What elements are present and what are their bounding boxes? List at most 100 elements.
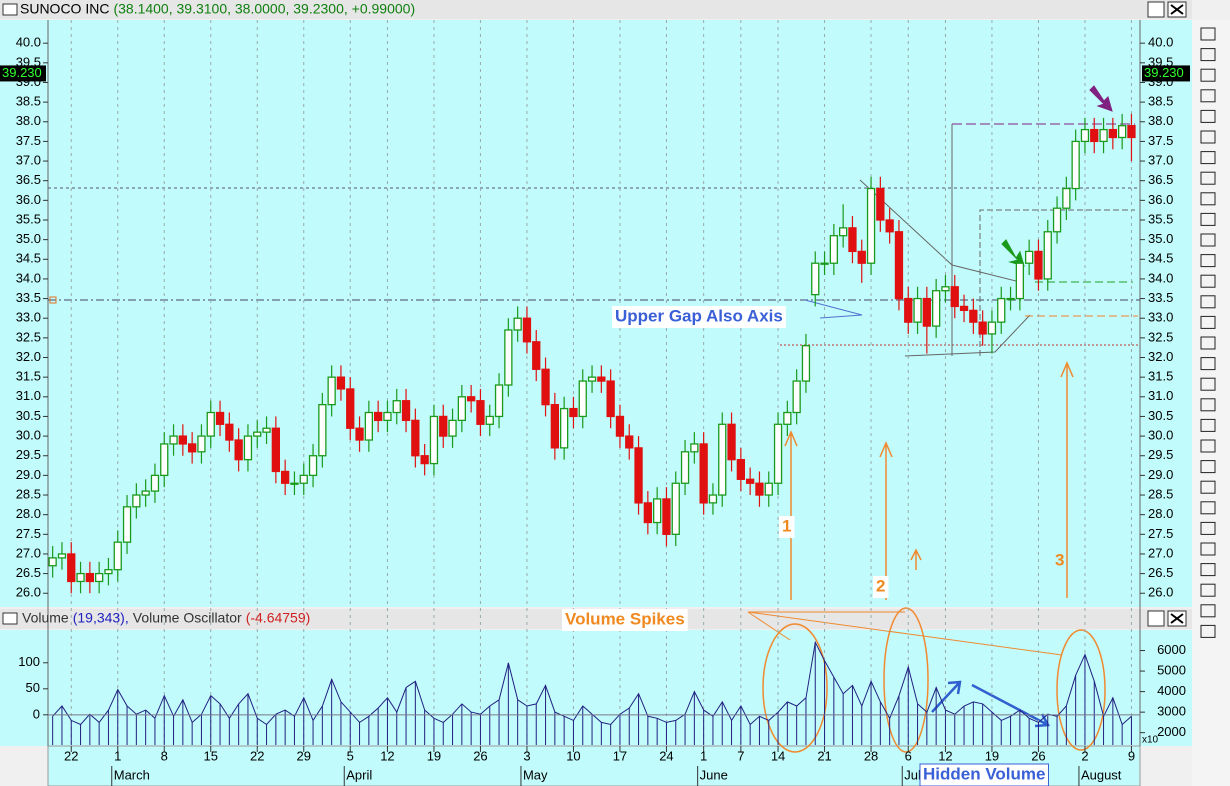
y-tick-label: 36.0 <box>1148 192 1173 207</box>
candle-body <box>1006 297 1015 301</box>
y-tick-label: 26.5 <box>1148 565 1173 580</box>
x-tick-label: 1 <box>700 748 707 763</box>
y-tick-label: 31.5 <box>16 369 41 384</box>
candle-body <box>1043 231 1052 280</box>
y-tick-label: 33.5 <box>1148 290 1173 305</box>
candle-body <box>104 569 113 575</box>
tool-button[interactable] <box>1200 418 1216 432</box>
candle-body <box>290 482 299 485</box>
y-tick-label: 27.0 <box>16 545 41 560</box>
x-tick-label: 8 <box>161 748 168 763</box>
tool-button[interactable] <box>1200 604 1216 618</box>
candle-body <box>848 227 857 253</box>
tool-button[interactable] <box>1200 315 1216 329</box>
y-tick-label: 30.0 <box>1148 428 1173 443</box>
candle-body <box>1090 128 1099 143</box>
y-tick-label: 35.5 <box>16 211 41 226</box>
tool-button[interactable] <box>1200 521 1216 535</box>
tool-button[interactable] <box>1200 212 1216 226</box>
annotation-box <box>779 516 795 538</box>
x-tick-label: 26 <box>473 748 487 763</box>
candle-body <box>420 455 429 465</box>
candle-body <box>876 187 885 221</box>
tool-button[interactable] <box>1200 357 1216 371</box>
candle-body <box>727 423 736 461</box>
candle-body <box>364 411 374 441</box>
candle-body <box>950 286 959 308</box>
candle-body <box>1099 128 1108 143</box>
tool-button[interactable] <box>1200 398 1216 412</box>
y-tick-label: 34.5 <box>1148 251 1173 266</box>
candle-body <box>336 376 346 390</box>
tool-button[interactable] <box>1200 377 1216 391</box>
tool-button[interactable] <box>1200 109 1216 123</box>
tool-button[interactable] <box>1200 624 1216 638</box>
tool-button[interactable] <box>1200 480 1216 494</box>
candle-body <box>299 474 308 484</box>
tool-button[interactable] <box>1200 583 1216 597</box>
candle-body <box>346 388 355 429</box>
y-tick-label: 28.5 <box>16 486 41 501</box>
x-tick-label: 1 <box>114 748 121 763</box>
tool-button[interactable] <box>1200 151 1216 165</box>
tool-button[interactable] <box>1200 171 1216 185</box>
tool-button[interactable] <box>1200 27 1216 41</box>
candle-body <box>1015 262 1024 300</box>
tool-button[interactable] <box>1200 336 1216 350</box>
x-tick-label: 19 <box>427 748 441 763</box>
x-tick-label: 28 <box>864 748 878 763</box>
candle-body <box>318 404 327 457</box>
trend-line <box>904 314 1031 357</box>
tool-button[interactable] <box>1200 563 1216 577</box>
maximize-button[interactable] <box>1147 1 1165 18</box>
x-tick-label: 22 <box>64 748 78 763</box>
tool-button[interactable] <box>1200 130 1216 144</box>
candle-body <box>755 482 764 496</box>
arrow <box>1060 361 1074 598</box>
maximize-button[interactable] <box>1147 610 1165 627</box>
legend-entry: (19,343), <box>73 610 129 626</box>
y-tick-label: 35.5 <box>1148 211 1173 226</box>
month-label: May <box>523 767 548 782</box>
candle-body <box>885 219 894 233</box>
tool-button[interactable] <box>1200 501 1216 515</box>
y-tick-label: 27.0 <box>1148 545 1173 560</box>
candle-body <box>448 419 457 437</box>
y-tick-label: 37.5 <box>1148 133 1173 148</box>
candle-body <box>746 478 755 484</box>
candle-body <box>215 411 225 425</box>
tool-button[interactable] <box>1200 274 1216 288</box>
tool-button[interactable] <box>1200 48 1216 62</box>
candle-body <box>494 384 504 418</box>
tool-button[interactable] <box>1200 254 1216 268</box>
ellipse <box>883 607 929 753</box>
candle-body <box>978 321 987 335</box>
candle-body <box>801 345 811 382</box>
candle-body <box>708 494 718 504</box>
tool-button[interactable] <box>1200 460 1216 474</box>
candle-body <box>57 553 67 559</box>
candle-body <box>783 411 792 425</box>
candle-body <box>1108 128 1117 139</box>
x-tick-label: 26 <box>1031 748 1045 763</box>
y-tick-label: 37.0 <box>16 152 41 167</box>
candle-body <box>699 443 708 504</box>
chart-title: SUNOCO INC <box>20 1 109 17</box>
tool-button[interactable] <box>1200 542 1216 556</box>
tool-button[interactable] <box>1200 192 1216 206</box>
tool-button[interactable] <box>1200 233 1216 247</box>
y-tick-label: 27.5 <box>16 526 41 541</box>
candle-body <box>271 427 281 473</box>
candle-body <box>122 506 132 543</box>
tool-button[interactable] <box>1200 439 1216 453</box>
y2-tick-label: 50 <box>26 680 40 695</box>
tool-button[interactable] <box>1200 295 1216 309</box>
tool-button[interactable] <box>1200 89 1216 103</box>
tool-button[interactable] <box>1200 68 1216 82</box>
ellipse <box>1056 629 1106 751</box>
legend-entry: Volume Oscillator <box>133 610 242 626</box>
toolbar <box>1192 20 1230 786</box>
legend-entry: (-4.64759) <box>246 610 311 626</box>
